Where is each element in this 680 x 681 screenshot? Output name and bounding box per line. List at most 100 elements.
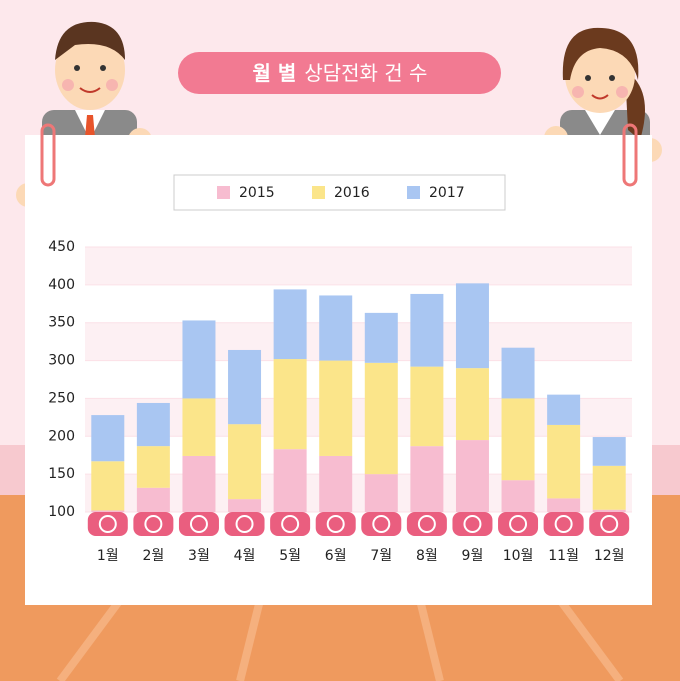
phone-icon	[224, 512, 265, 536]
bar-segment	[547, 498, 581, 512]
bar-segment	[319, 295, 353, 361]
phone-body	[543, 512, 584, 536]
bar-segment	[547, 424, 581, 499]
phone-dial	[463, 515, 482, 533]
bar-segment	[228, 424, 262, 500]
phone-body	[406, 512, 447, 536]
floor-lines	[56, 597, 624, 681]
phone-icon	[406, 512, 447, 536]
bar-segment	[501, 347, 535, 399]
y-tick-label: 100	[48, 504, 75, 520]
y-tick-label: 400	[48, 277, 75, 293]
x-tick-label: 12월	[594, 548, 625, 564]
phone-body	[589, 512, 630, 536]
phone-dial	[417, 515, 436, 533]
phone-dial	[509, 515, 528, 533]
bar-segment	[91, 510, 125, 512]
phone-body	[315, 512, 356, 536]
bar-segment	[364, 362, 398, 475]
bar-segment	[592, 509, 626, 512]
bar-segment	[455, 368, 489, 441]
phone-body	[224, 512, 265, 536]
y-tick-label: 350	[48, 315, 75, 331]
title-bold: 월 별	[253, 61, 297, 85]
bar-segment	[273, 289, 307, 360]
y-tick-label: 150	[48, 466, 75, 482]
phone-dial	[326, 515, 345, 533]
title-rest: 상담전화 건 수	[304, 61, 427, 85]
phone-icon	[589, 512, 630, 536]
phone-icon	[133, 512, 174, 536]
bar-segment	[547, 394, 581, 425]
bar-segment	[319, 455, 353, 512]
bar-segment	[136, 446, 170, 488]
x-tick-label: 6월	[325, 548, 347, 564]
phone-icon	[543, 512, 584, 536]
bar-segment	[592, 465, 626, 510]
bar-segment	[501, 480, 535, 512]
x-tick-label: 2월	[142, 548, 164, 564]
chart-title: 월 별 상담전화 건 수	[253, 61, 428, 85]
phone-dial	[554, 515, 573, 533]
phone-dial	[98, 515, 117, 533]
phone-icon	[270, 512, 311, 536]
bar-segment	[410, 293, 444, 367]
grid-band	[85, 322, 632, 361]
phone-icon	[361, 512, 402, 536]
phone-body	[270, 512, 311, 536]
x-tick-label: 11월	[548, 548, 579, 564]
bar-segment	[136, 402, 170, 447]
y-tick-label: 200	[48, 428, 75, 444]
grid-band	[85, 474, 632, 512]
bar-segment	[182, 320, 216, 399]
x-tick-label: 9월	[462, 548, 484, 564]
bar-segment	[273, 449, 307, 512]
phone-icon	[178, 512, 219, 536]
phone-body	[87, 512, 128, 536]
x-tick-label: 5월	[279, 548, 301, 564]
bar-segment	[410, 446, 444, 512]
phone-dial	[189, 515, 208, 533]
grid-band	[85, 247, 632, 285]
phone-dial	[144, 515, 163, 533]
phone-dial	[600, 515, 619, 533]
phone-icon	[498, 512, 539, 536]
y-tick-label: 450	[48, 239, 75, 255]
bar-segment	[91, 415, 125, 462]
phone-body	[133, 512, 174, 536]
x-tick-label: 1월	[97, 548, 119, 564]
y-tick-label: 250	[48, 390, 75, 406]
legend-label: 2016	[334, 185, 370, 201]
bar-segment	[455, 440, 489, 512]
phone-icon	[315, 512, 356, 536]
title-pill	[178, 52, 501, 94]
legend-swatch	[407, 186, 420, 199]
bar-segment	[228, 499, 262, 512]
bar-segment	[182, 398, 216, 456]
phone-body	[452, 512, 493, 536]
legend-swatch	[312, 186, 325, 199]
bar-segment	[182, 455, 216, 512]
phone-body	[498, 512, 539, 536]
x-tick-label: 8월	[416, 548, 438, 564]
phone-body	[178, 512, 219, 536]
bar-segment	[91, 461, 125, 511]
bar-segment	[364, 474, 398, 512]
x-tick-label: 7월	[370, 548, 392, 564]
bar-segment	[319, 360, 353, 456]
grid-band	[85, 398, 632, 437]
phone-icon	[452, 512, 493, 536]
x-tick-label: 3월	[188, 548, 210, 564]
phone-dial	[235, 515, 254, 533]
legend-label: 2017	[429, 185, 465, 201]
x-tick-label: 10월	[503, 548, 534, 564]
legend-label: 2015	[239, 185, 275, 201]
phone-icon	[87, 512, 128, 536]
phone-dial	[281, 515, 300, 533]
phone-body	[361, 512, 402, 536]
bar-segment	[364, 312, 398, 363]
bar-segment	[455, 283, 489, 369]
phone-dial	[372, 515, 391, 533]
bar-segment	[136, 487, 170, 512]
